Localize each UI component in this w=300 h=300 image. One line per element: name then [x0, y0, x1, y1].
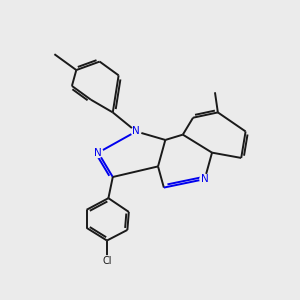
Text: Cl: Cl [102, 256, 112, 266]
Ellipse shape [93, 148, 103, 158]
Ellipse shape [131, 127, 141, 136]
Text: N: N [201, 174, 208, 184]
Text: N: N [132, 127, 140, 136]
Ellipse shape [200, 174, 209, 184]
Text: N: N [94, 148, 102, 158]
Ellipse shape [100, 256, 113, 266]
